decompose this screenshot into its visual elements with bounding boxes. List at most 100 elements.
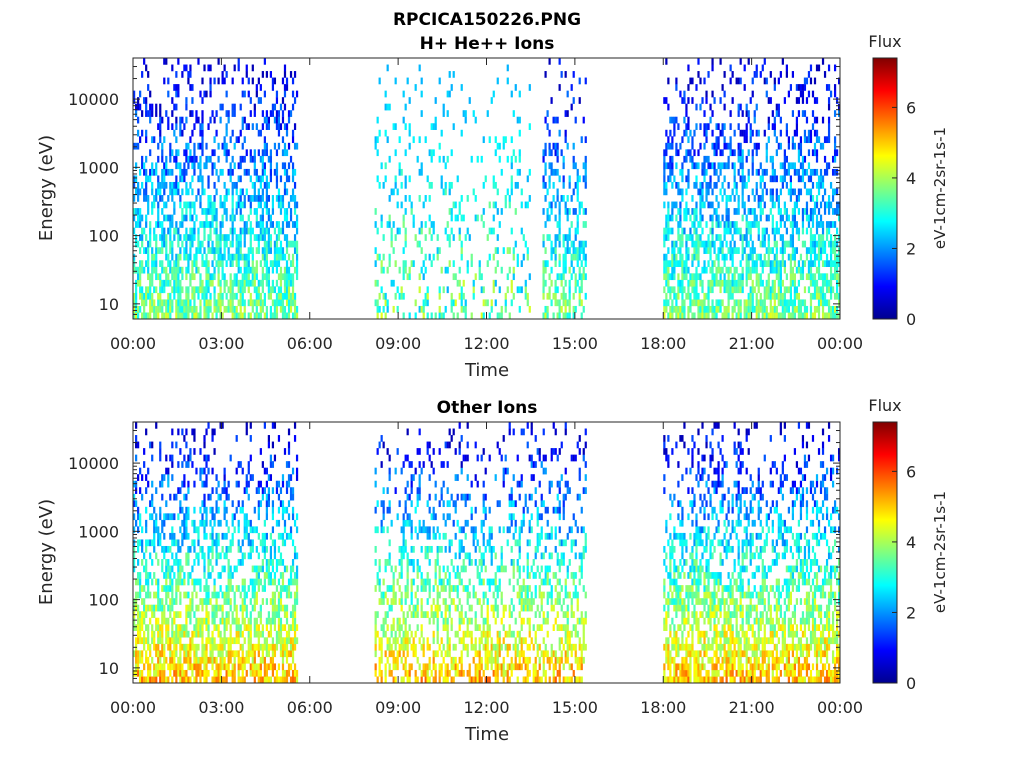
heat-cell — [265, 565, 268, 573]
heat-cell — [472, 292, 475, 300]
heat-cell — [231, 617, 234, 625]
heat-cell — [737, 103, 740, 111]
heat-cell — [171, 214, 174, 222]
heat-cell — [199, 467, 202, 475]
heat-cell — [173, 669, 176, 677]
heat-cell — [175, 279, 178, 287]
heat-cell — [755, 64, 758, 72]
heat-cell — [213, 669, 216, 677]
heat-cell — [711, 64, 714, 72]
heat-cell — [390, 188, 393, 196]
heat-cell — [679, 253, 682, 261]
heat-cell — [835, 273, 839, 281]
heat-cell — [775, 136, 778, 144]
heat-cell — [223, 624, 226, 631]
heat-cell — [747, 299, 750, 307]
heat-cell — [735, 279, 738, 287]
heat-cell — [209, 90, 212, 98]
heat-cell — [741, 188, 744, 196]
heat-cell — [157, 201, 160, 209]
heat-cell — [663, 181, 666, 189]
heat-cell — [259, 500, 262, 508]
heat-cell — [271, 266, 275, 274]
heat-cell — [165, 201, 168, 209]
heat-cell — [745, 227, 748, 235]
heat-cell — [219, 201, 222, 209]
heat-cell — [169, 643, 172, 651]
heat-cell — [801, 97, 805, 104]
heat-cell — [578, 175, 581, 183]
heat-cell — [404, 260, 407, 267]
heat-cell — [143, 611, 146, 618]
heat-cell — [211, 637, 214, 645]
heat-cell — [709, 279, 712, 287]
heat-cell — [203, 493, 206, 501]
heat-cell — [157, 221, 160, 228]
heat-cell — [809, 214, 813, 222]
heat-cell — [175, 71, 178, 78]
heat-cell — [187, 487, 190, 494]
heat-cell — [257, 247, 260, 254]
heat-cell — [157, 630, 160, 638]
heat-cell — [789, 175, 792, 183]
heat-cell — [378, 129, 381, 137]
heat-cell — [815, 214, 819, 222]
heat-cell — [257, 630, 260, 638]
heat-cell — [145, 545, 148, 553]
heat-cell — [233, 273, 236, 281]
heat-cell — [237, 669, 240, 677]
heat-cell — [163, 299, 166, 307]
heat-cell — [213, 227, 216, 235]
heat-cell — [809, 299, 813, 307]
heat-cell — [739, 227, 742, 235]
heat-cell — [203, 650, 206, 658]
heat-cell — [564, 71, 567, 78]
heat-cell — [765, 227, 768, 235]
heat-cell — [727, 299, 730, 307]
heat-cell — [799, 90, 803, 98]
heat-cell — [229, 136, 232, 144]
heat-cell — [562, 155, 565, 163]
heat-cell — [693, 286, 696, 294]
heat-cell — [181, 669, 184, 677]
heat-cell — [183, 591, 186, 599]
heat-cell — [231, 292, 234, 300]
heat-cell — [237, 234, 240, 241]
heat-cell — [217, 539, 220, 547]
heat-cell — [267, 208, 270, 215]
heat-cell — [179, 676, 182, 684]
heat-cell — [271, 201, 275, 209]
heat-cell — [488, 136, 491, 144]
heat-cell — [253, 110, 256, 117]
heat-cell — [751, 168, 754, 176]
heat-cell — [249, 519, 252, 527]
heat-cell — [789, 286, 792, 294]
heat-cell — [227, 663, 230, 671]
heat-cell — [406, 273, 409, 281]
heat-cell — [245, 168, 248, 176]
heat-cell — [251, 565, 254, 573]
heat-cell — [562, 273, 565, 281]
heat-cell — [159, 448, 162, 455]
heat-cell — [151, 201, 154, 209]
heat-cell — [239, 591, 242, 599]
heat-cell — [171, 253, 174, 261]
heat-cell — [195, 195, 198, 202]
heat-cell — [665, 253, 668, 261]
x-tick-label: 03:00 — [198, 334, 244, 353]
heat-cell — [233, 142, 236, 150]
heat-cell — [665, 279, 668, 287]
heat-cell — [199, 624, 202, 631]
heat-cell — [281, 195, 285, 202]
heat-cell — [781, 175, 784, 183]
heat-cell — [697, 221, 700, 228]
heat-cell — [223, 195, 226, 202]
heat-cell — [255, 221, 258, 228]
heat-cell — [167, 624, 170, 631]
heat-cell — [287, 305, 291, 313]
heat-cell — [257, 312, 260, 320]
heat-cell — [273, 227, 277, 235]
heat-cell — [717, 279, 720, 287]
heat-cell — [223, 273, 226, 281]
heat-cell — [245, 273, 248, 281]
